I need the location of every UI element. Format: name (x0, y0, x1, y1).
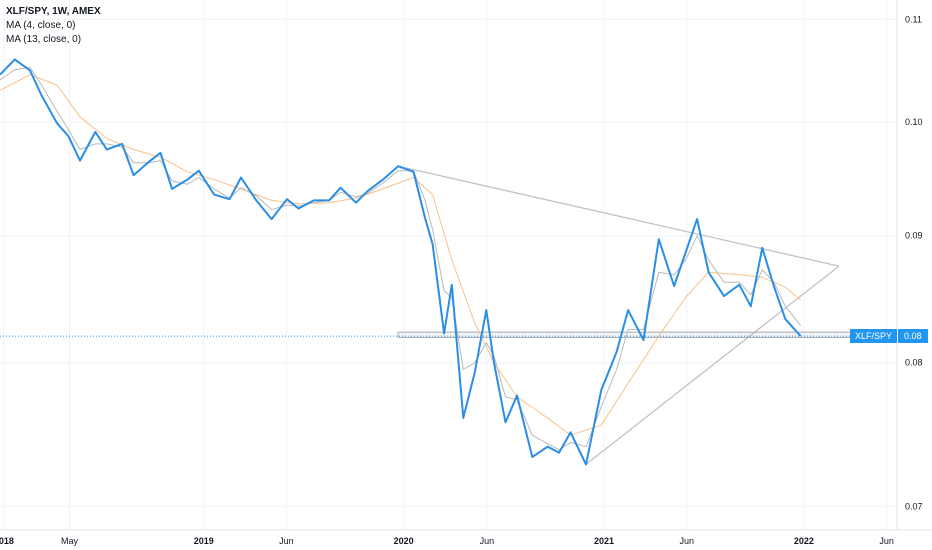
x-tick-label: 2019 (194, 536, 214, 546)
y-tick-label: 0.11 (905, 14, 922, 24)
y-tick-label: 0.08 (905, 358, 923, 368)
x-tick-label: 2018 (0, 536, 14, 546)
legend-ma-13[interactable]: MA (13, close, 0) (6, 34, 82, 45)
legend-symbol[interactable]: XLF/SPY, 1W, AMEX (6, 6, 101, 17)
drawing-annotations (0, 165, 897, 465)
y-tick-label: 0.10 (905, 117, 923, 127)
x-tick-label: 2021 (594, 536, 614, 546)
x-tick-label: Jun (679, 536, 694, 546)
chart-grid (0, 0, 897, 530)
ma-4-line (0, 67, 801, 451)
trendline (397, 165, 840, 267)
series-layer (0, 58, 802, 466)
x-tick-label: May (61, 536, 79, 546)
chart-legend: XLF/SPY, 1W, AMEX MA (4, close, 0) MA (1… (6, 5, 101, 47)
y-tick-label: 0.09 (905, 231, 923, 241)
trendline (585, 265, 840, 465)
x-tick-label: 2020 (394, 536, 414, 546)
legend-ma-4[interactable]: MA (4, close, 0) (6, 20, 76, 31)
x-tick-label: Jun (480, 536, 495, 546)
last-price-symbol: XLF/SPY (850, 329, 898, 344)
support-zone-rectangle (397, 331, 863, 338)
last-price-value: 0.08 (897, 329, 928, 344)
price-series-line (0, 58, 802, 466)
ma-13-line (0, 74, 801, 436)
x-tick-label: 2022 (794, 536, 814, 546)
x-tick-label: Jun (279, 536, 294, 546)
last-price-tag: XLF/SPY 0.08 (850, 329, 932, 344)
y-tick-label: 0.07 (905, 502, 923, 512)
x-tick-label: Jun (879, 536, 894, 546)
